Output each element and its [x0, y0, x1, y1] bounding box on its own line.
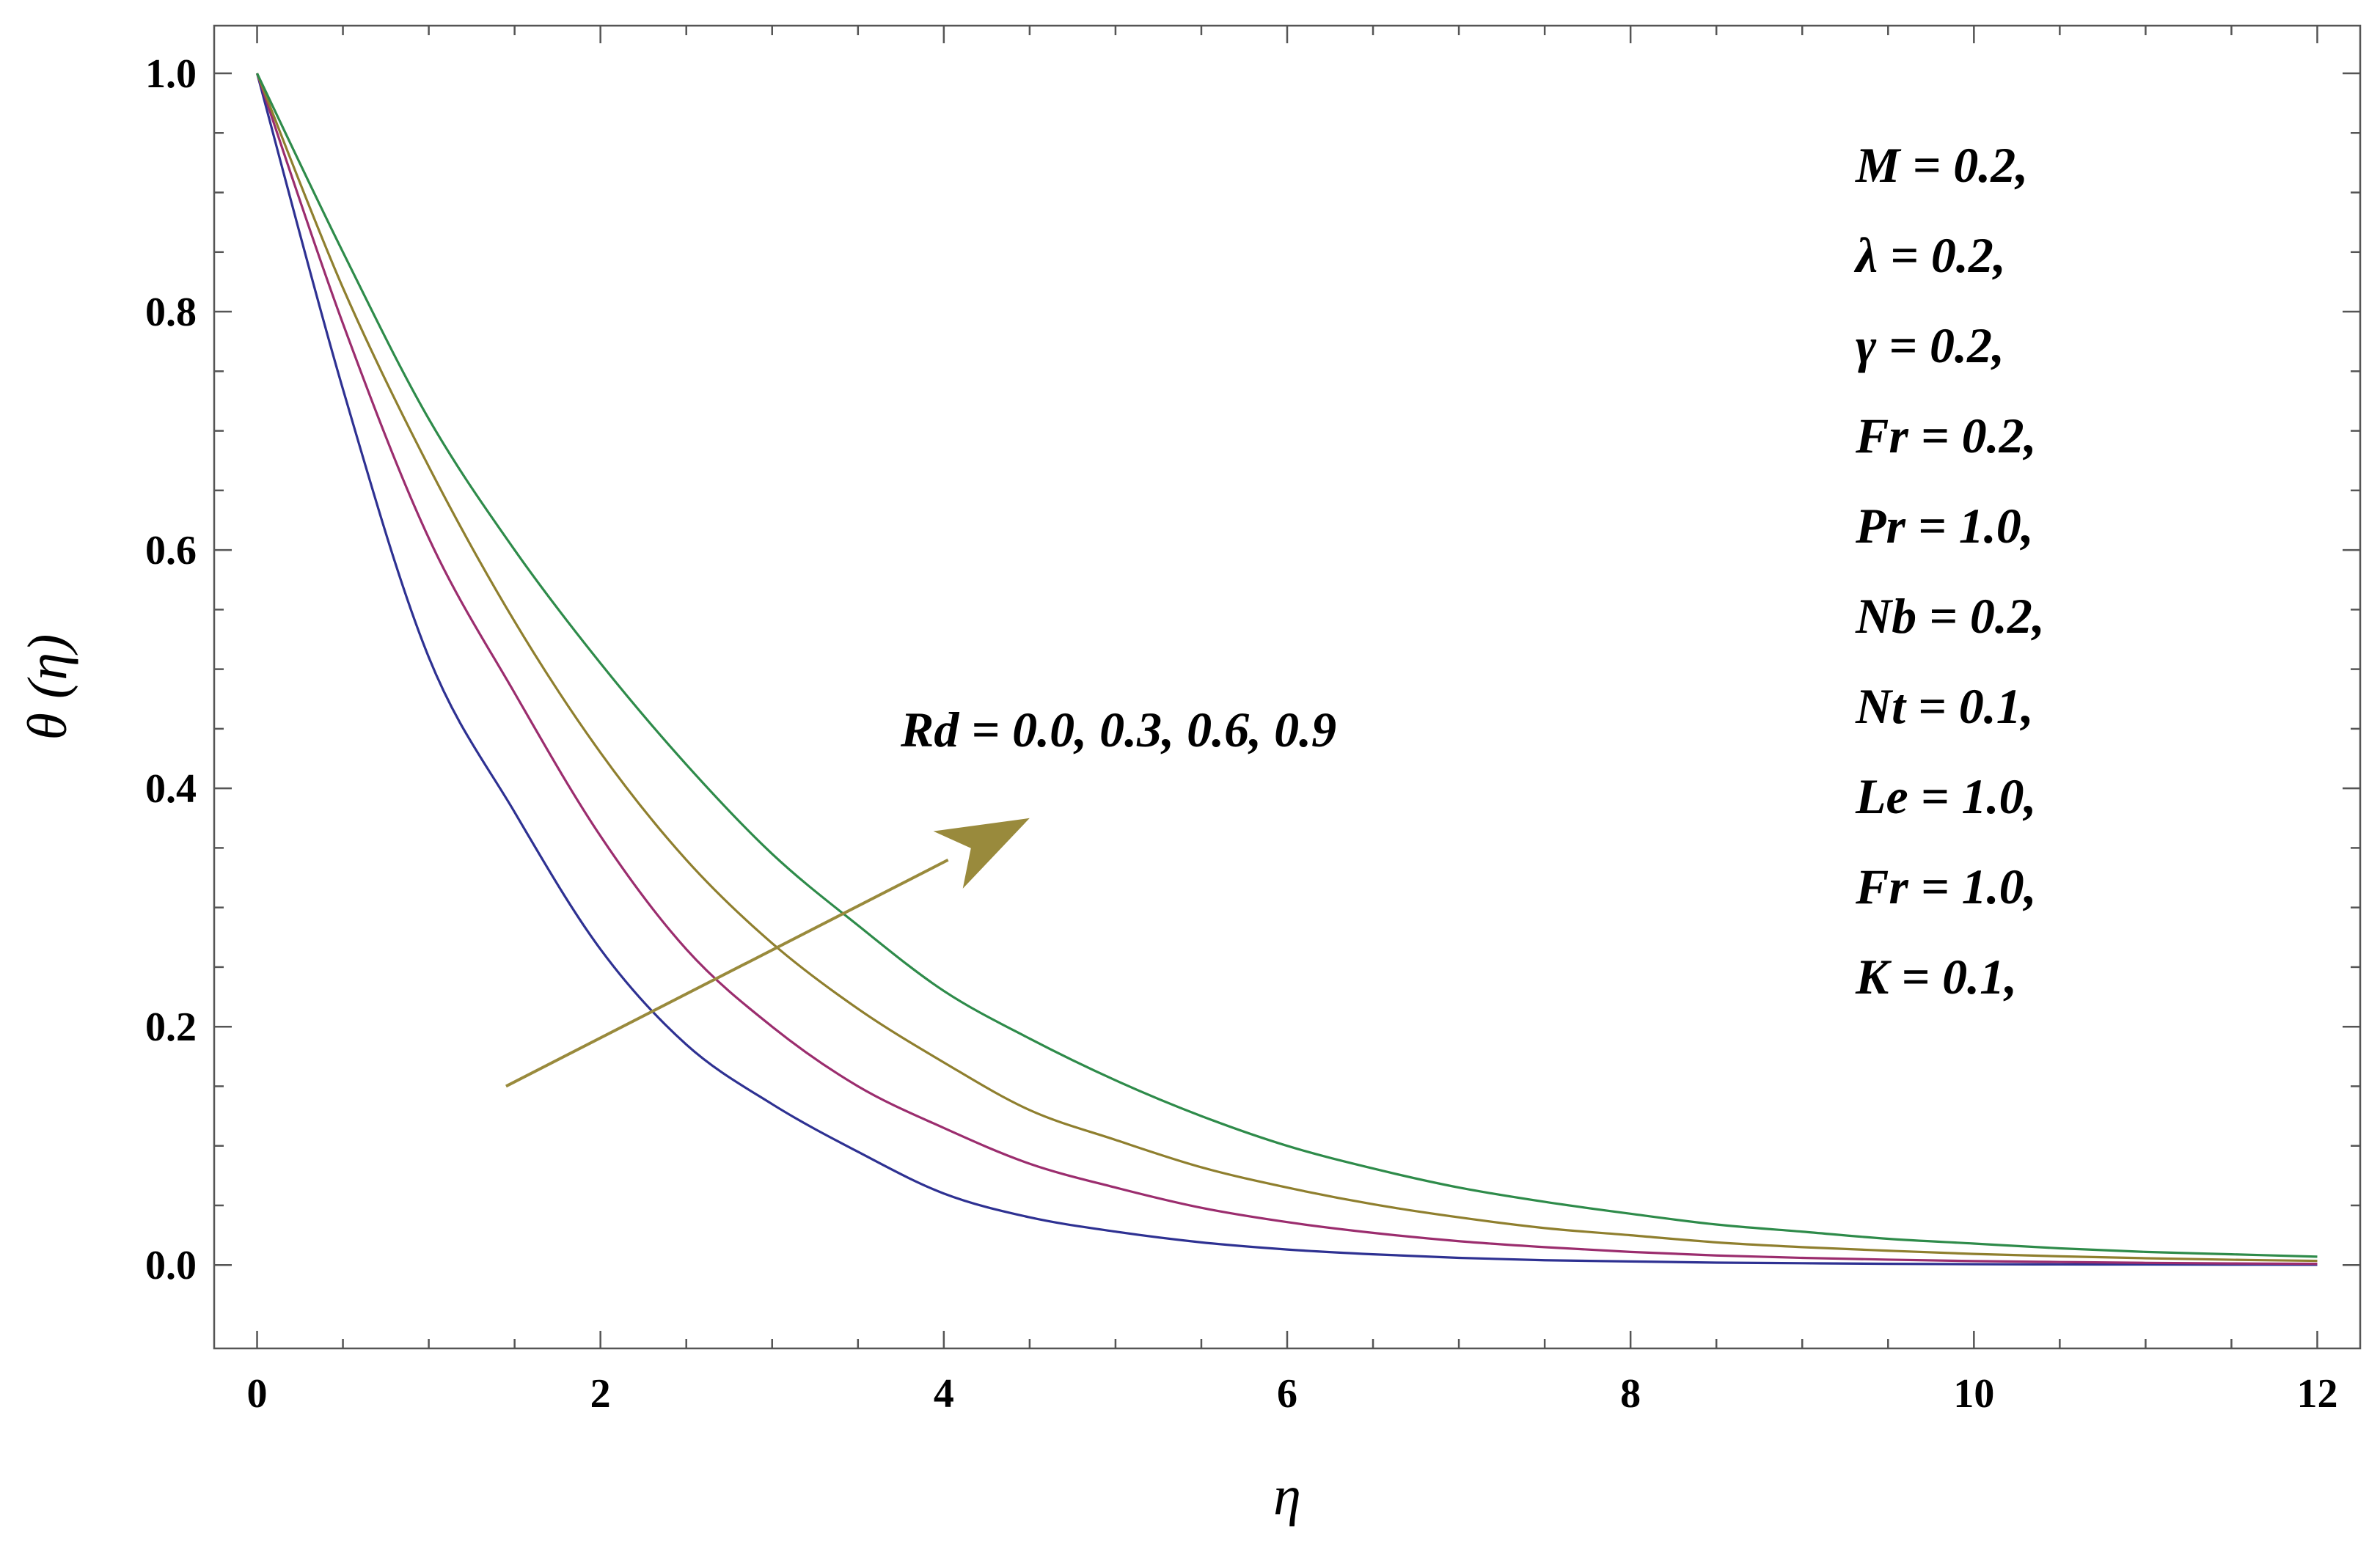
- series-line-4: [256, 73, 2318, 1258]
- parameter-label: Fr = 0.2,: [1855, 408, 2037, 463]
- parameter-label: λ = 0.2,: [1853, 227, 2006, 283]
- data-series: [255, 73, 2318, 1266]
- x-tick-label: 2: [590, 1371, 611, 1417]
- y-axis-label: θ (η): [17, 634, 78, 741]
- parameter-label: Le = 1.0,: [1855, 768, 2036, 824]
- parameter-label: Nb = 0.2,: [1855, 588, 2045, 644]
- series-line-1: [255, 73, 2318, 1266]
- arrow-shaft: [505, 858, 949, 1088]
- y-tick-label: 0.0: [145, 1243, 197, 1288]
- parameter-label: Nt = 0.1,: [1855, 678, 2034, 734]
- axis-tick-labels: 0 2 4 6 8 10 12 0.0 0.2 0.4 0.6 0.8 1.0: [145, 51, 2337, 1417]
- parameter-list: M = 0.2, λ = 0.2, γ = 0.2, Fr = 0.2, Pr = 1.…: [1853, 137, 2045, 1005]
- x-tick-label: 8: [1620, 1371, 1641, 1417]
- parameter-label: K = 0.1,: [1855, 949, 2017, 1005]
- series-line-3: [256, 73, 2318, 1263]
- parameter-label: Fr = 1.0,: [1855, 859, 2037, 914]
- x-tick-label: 6: [1277, 1371, 1297, 1417]
- axis-ticks: [214, 26, 2360, 1348]
- y-tick-label: 0.2: [145, 1005, 197, 1050]
- parameter-label: γ = 0.2,: [1856, 317, 2004, 373]
- parameter-label: Pr = 1.0,: [1855, 498, 2034, 554]
- rd-arrow: [505, 818, 1030, 1088]
- y-tick-label: 0.6: [145, 528, 197, 573]
- y-tick-label: 0.4: [145, 766, 197, 812]
- x-tick-label: 12: [2296, 1371, 2337, 1417]
- series-line-2: [256, 73, 2318, 1266]
- x-tick-label: 10: [1953, 1371, 1994, 1417]
- rd-annotation: Rd = 0.0, 0.3, 0.6, 0.9: [900, 702, 1336, 757]
- x-tick-label: 4: [934, 1371, 954, 1417]
- y-tick-label: 1.0: [145, 51, 197, 97]
- x-tick-label: 0: [247, 1371, 268, 1417]
- arrow-head: [933, 818, 1030, 889]
- plot-frame: [213, 24, 2362, 1350]
- x-axis-label: η: [1273, 1465, 1301, 1527]
- parameter-label: M = 0.2,: [1855, 137, 2028, 193]
- y-tick-label: 0.8: [145, 290, 197, 335]
